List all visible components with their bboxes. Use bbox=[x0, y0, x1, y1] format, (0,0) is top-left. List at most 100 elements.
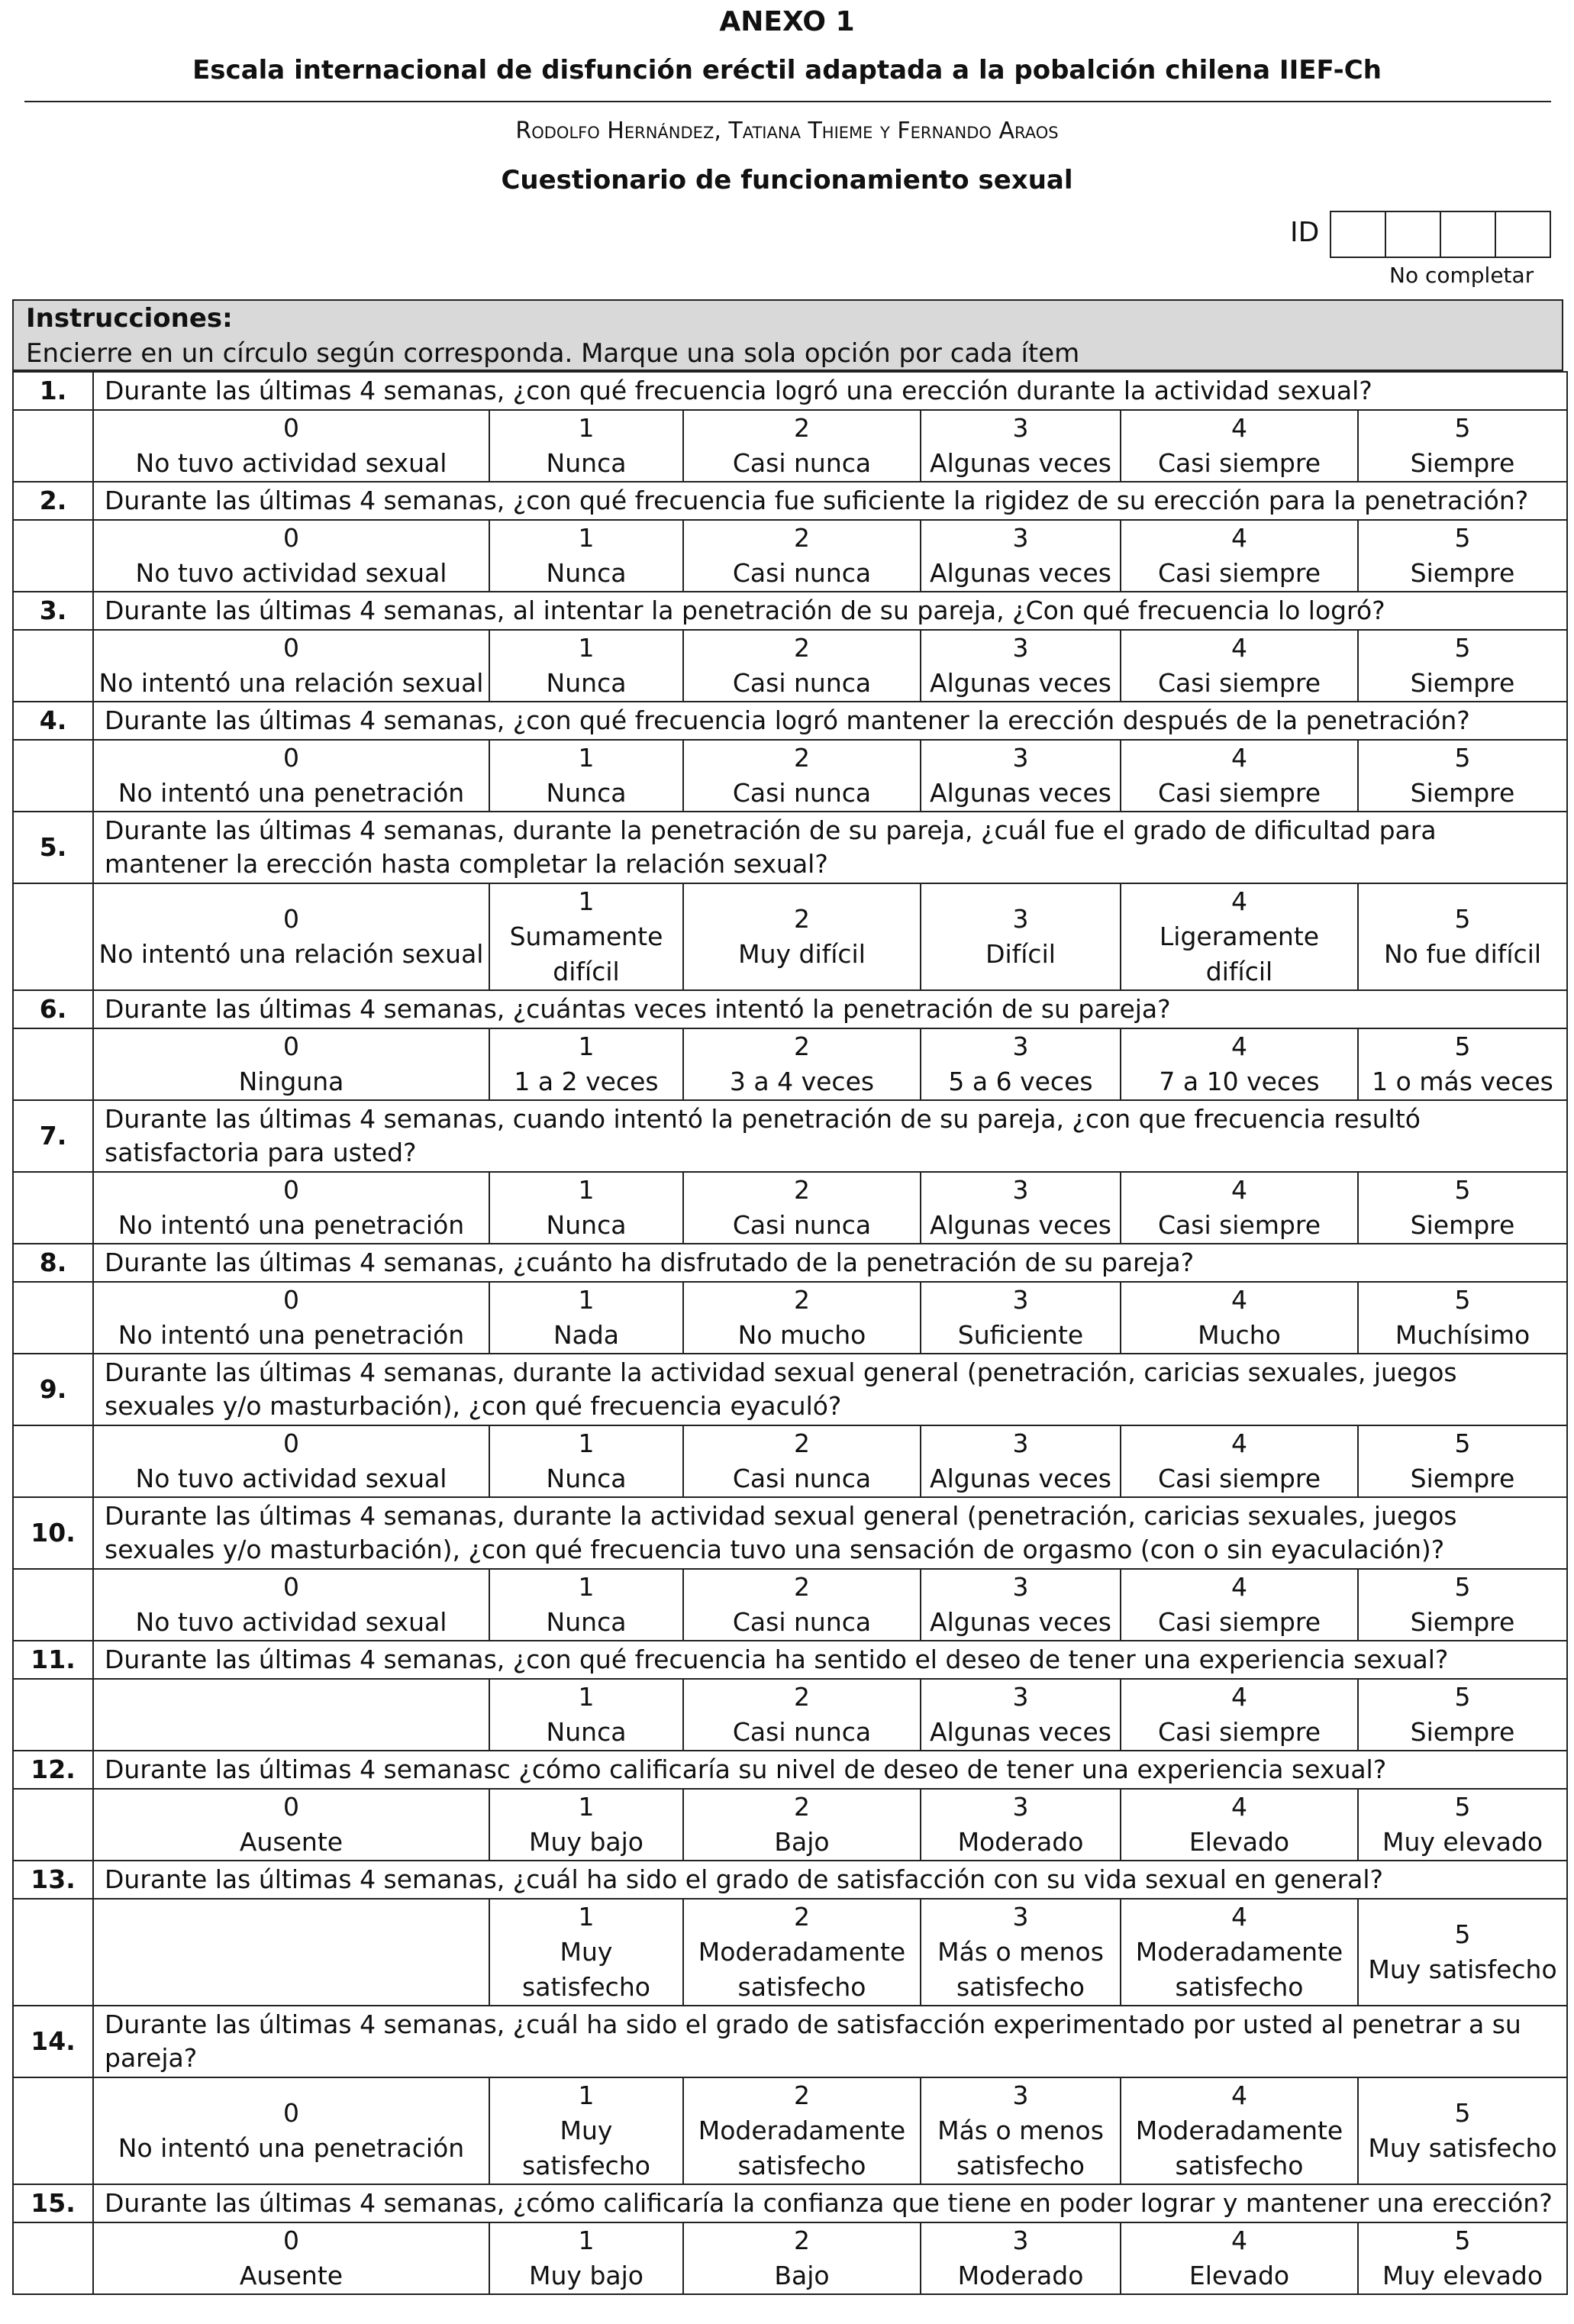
id-box[interactable] bbox=[1440, 211, 1496, 258]
option[interactable]: 5 Siempre bbox=[1356, 519, 1569, 592]
option[interactable]: 0 No intentó una penetración bbox=[92, 1171, 490, 1244]
option[interactable]: 5 Siempre bbox=[1356, 1171, 1569, 1244]
option[interactable]: 5 Muy satisfecho bbox=[1356, 1898, 1569, 2006]
option[interactable]: 5 Siempre bbox=[1356, 1678, 1569, 1751]
option[interactable]: 5 Muy elevado bbox=[1356, 2222, 1569, 2295]
option[interactable]: 5 Siempre bbox=[1356, 409, 1569, 483]
option[interactable]: 4 Elevado bbox=[1120, 2222, 1359, 2295]
option[interactable]: 5 No fue difícil bbox=[1356, 883, 1569, 991]
option[interactable]: 0 No tuvo actividad sexual bbox=[92, 409, 490, 483]
option[interactable]: 5 Muy elevado bbox=[1356, 1788, 1569, 1861]
option[interactable]: 4 Casi siempre bbox=[1120, 1425, 1359, 1498]
option[interactable]: 4 Casi siempre bbox=[1120, 519, 1359, 592]
option[interactable]: 1 Nunca bbox=[489, 1568, 684, 1641]
option[interactable]: 2 Casi nunca bbox=[682, 1678, 921, 1751]
id-box[interactable] bbox=[1330, 211, 1386, 258]
option-label: Muy difícil bbox=[738, 939, 866, 969]
id-box[interactable] bbox=[1495, 211, 1551, 258]
option[interactable]: 0 No tuvo actividad sexual bbox=[92, 519, 490, 592]
option[interactable]: 1 Sumamente difícil bbox=[489, 883, 684, 991]
option[interactable]: 4 Casi siempre bbox=[1120, 629, 1359, 702]
option[interactable]: 2 Muy difícil bbox=[682, 883, 921, 991]
option[interactable]: 0 No intentó una relación sexual bbox=[92, 883, 490, 991]
option[interactable]: 3 Suficiente bbox=[920, 1281, 1121, 1354]
option[interactable]: 1 Nunca bbox=[489, 409, 684, 483]
option[interactable]: 3 Algunas veces bbox=[920, 1171, 1121, 1244]
option[interactable]: 4 Casi siempre bbox=[1120, 1171, 1359, 1244]
option[interactable]: 2 Casi nunca bbox=[682, 1568, 921, 1641]
option[interactable]: 1 Muy satisfecho bbox=[489, 2077, 684, 2185]
option[interactable]: 2 Casi nunca bbox=[682, 739, 921, 812]
option[interactable]: 0 No intentó una penetración bbox=[92, 2077, 490, 2185]
option[interactable]: 5 Muy satisfecho bbox=[1356, 2077, 1569, 2185]
option[interactable]: 4 Moderadamente satisfecho bbox=[1120, 1898, 1359, 2006]
option[interactable]: 1 Nunca bbox=[489, 1171, 684, 1244]
option[interactable]: 3 Algunas veces bbox=[920, 1425, 1121, 1498]
option[interactable]: 2 Bajo bbox=[682, 1788, 921, 1861]
annex-label: ANEXO 1 bbox=[719, 6, 855, 37]
option[interactable]: 3 Algunas veces bbox=[920, 519, 1121, 592]
option[interactable]: 2 No mucho bbox=[682, 1281, 921, 1354]
option[interactable]: 2 Casi nunca bbox=[682, 629, 921, 702]
option[interactable]: 4 Ligeramente difícil bbox=[1120, 883, 1359, 991]
item-number: 5. bbox=[12, 811, 94, 884]
option[interactable]: 1 Nunca bbox=[489, 739, 684, 812]
option[interactable]: 5 Siempre bbox=[1356, 1425, 1569, 1498]
option[interactable]: 0 No tuvo actividad sexual bbox=[92, 1568, 490, 1641]
option[interactable]: 4 7 a 10 veces bbox=[1120, 1028, 1359, 1101]
option[interactable]: 4 Moderadamente satisfecho bbox=[1120, 2077, 1359, 2185]
option[interactable]: 0 No intentó una penetración bbox=[92, 739, 490, 812]
option[interactable]: 3 Algunas veces bbox=[920, 739, 1121, 812]
option[interactable]: 0 Ausente bbox=[92, 1788, 490, 1861]
option[interactable]: 2 Bajo bbox=[682, 2222, 921, 2295]
option[interactable]: 0 No intentó una relación sexual bbox=[92, 629, 490, 702]
option[interactable]: 3 Algunas veces bbox=[920, 629, 1121, 702]
option[interactable]: 3 Moderado bbox=[920, 2222, 1121, 2295]
option[interactable]: 1 Nunca bbox=[489, 629, 684, 702]
option[interactable]: 2 Casi nunca bbox=[682, 1425, 921, 1498]
option[interactable]: 1 Muy bajo bbox=[489, 1788, 684, 1861]
option-value: 4 bbox=[1231, 1902, 1247, 1932]
option[interactable]: 5 Siempre bbox=[1356, 739, 1569, 812]
option[interactable]: 2 Moderadamente satisfecho bbox=[682, 2077, 921, 2185]
option[interactable]: 0 Ninguna bbox=[92, 1028, 490, 1101]
id-box[interactable] bbox=[1385, 211, 1441, 258]
option[interactable]: 4 Casi siempre bbox=[1120, 1568, 1359, 1641]
option[interactable]: 4 Casi siempre bbox=[1120, 739, 1359, 812]
option[interactable]: 3 Más o menos satisfecho bbox=[920, 1898, 1121, 2006]
option[interactable]: 5 1 o más veces bbox=[1356, 1028, 1569, 1101]
option[interactable]: 3 Algunas veces bbox=[920, 409, 1121, 483]
option[interactable]: 3 Moderado bbox=[920, 1788, 1121, 1861]
option[interactable]: 1 Muy bajo bbox=[489, 2222, 684, 2295]
option-label: Muy satisfecho bbox=[522, 2116, 650, 2180]
option[interactable]: 1 Nunca bbox=[489, 1425, 684, 1498]
option[interactable]: 4 Casi siempre bbox=[1120, 409, 1359, 483]
option-value: 1 bbox=[578, 1428, 595, 1458]
option[interactable]: 5 Siempre bbox=[1356, 629, 1569, 702]
option[interactable]: 5 Siempre bbox=[1356, 1568, 1569, 1641]
option[interactable]: 0 No intentó una penetración bbox=[92, 1281, 490, 1354]
option[interactable]: 1 Nada bbox=[489, 1281, 684, 1354]
rule bbox=[24, 101, 1551, 102]
option[interactable]: 4 Elevado bbox=[1120, 1788, 1359, 1861]
option[interactable]: 1 Nunca bbox=[489, 1678, 684, 1751]
option[interactable]: 1 Nunca bbox=[489, 519, 684, 592]
option[interactable]: 2 3 a 4 veces bbox=[682, 1028, 921, 1101]
option[interactable]: 0 No tuvo actividad sexual bbox=[92, 1425, 490, 1498]
option[interactable]: 0 Ausente bbox=[92, 2222, 490, 2295]
option[interactable]: 4 Mucho bbox=[1120, 1281, 1359, 1354]
option[interactable]: 2 Casi nunca bbox=[682, 1171, 921, 1244]
option[interactable]: 2 Moderadamente satisfecho bbox=[682, 1898, 921, 2006]
option[interactable]: 3 Algunas veces bbox=[920, 1678, 1121, 1751]
option[interactable]: 1 1 a 2 veces bbox=[489, 1028, 684, 1101]
option[interactable]: 2 Casi nunca bbox=[682, 519, 921, 592]
option[interactable]: 2 Casi nunca bbox=[682, 409, 921, 483]
option[interactable]: 3 Más o menos satisfecho bbox=[920, 2077, 1121, 2185]
option[interactable]: 4 Casi siempre bbox=[1120, 1678, 1359, 1751]
option-label: Siempre bbox=[1410, 1464, 1515, 1493]
option[interactable]: 1 Muy satisfecho bbox=[489, 1898, 684, 2006]
option[interactable]: 3 Difícil bbox=[920, 883, 1121, 991]
option[interactable]: 3 5 a 6 veces bbox=[920, 1028, 1121, 1101]
option[interactable]: 3 Algunas veces bbox=[920, 1568, 1121, 1641]
option[interactable]: 5 Muchísimo bbox=[1356, 1281, 1569, 1354]
